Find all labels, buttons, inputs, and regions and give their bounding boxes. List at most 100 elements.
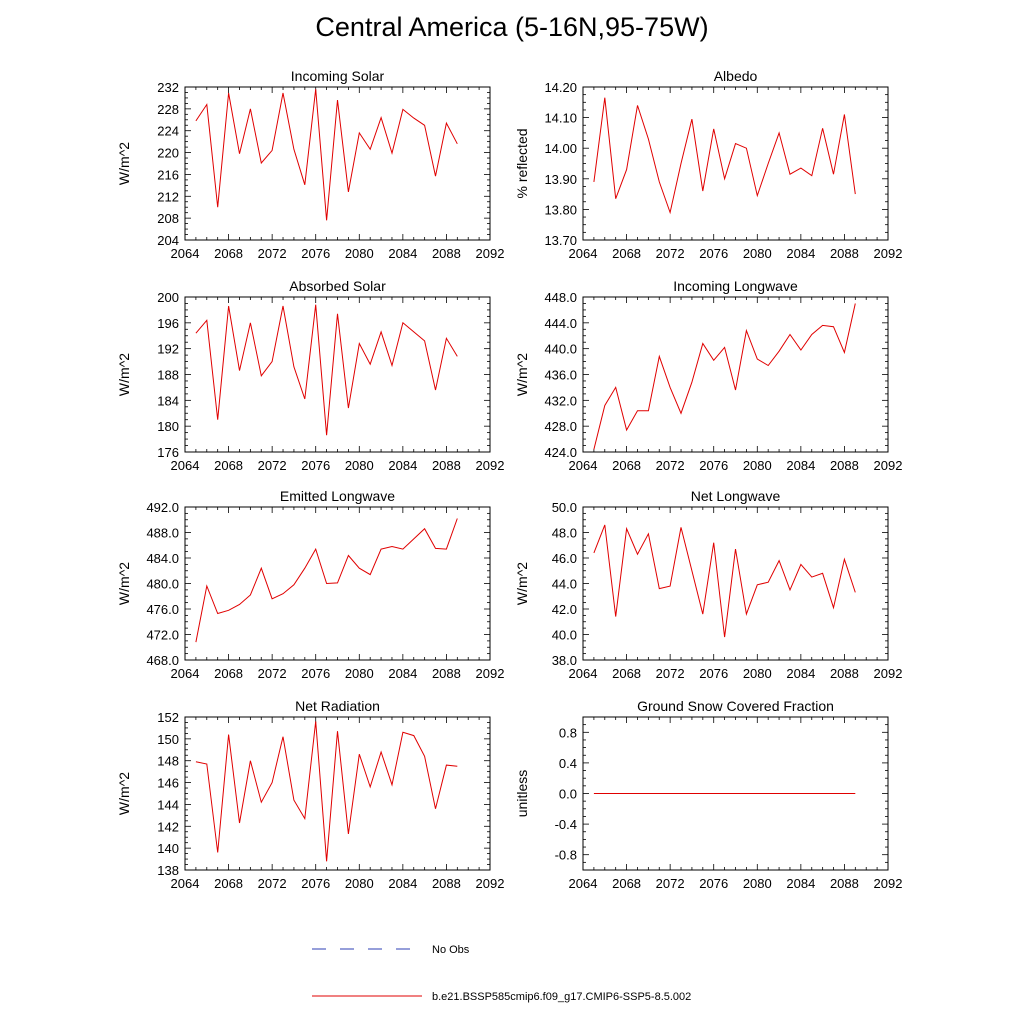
plot-frame	[582, 296, 889, 453]
y-tick-label: 0.0	[559, 787, 577, 802]
panel-title: Incoming Solar	[291, 68, 385, 84]
y-tick-label: 480.0	[146, 577, 179, 592]
x-tick-label: 2068	[612, 458, 641, 473]
x-tick-label: 2068	[612, 246, 641, 261]
chart-panel: Albedo % reflected 2064 2068 2072 2076 2080 208…	[514, 68, 902, 261]
series-line	[195, 89, 458, 221]
y-tick-label: 424.0	[544, 445, 577, 460]
x-tick-label: 2076	[699, 458, 728, 473]
legend-label-obs: No Obs	[432, 944, 470, 956]
x-tick-label: 2076	[301, 876, 330, 891]
y-tick-label: 152	[157, 710, 179, 725]
x-tick-label: 2084	[786, 666, 815, 681]
panel-title: Emitted Longwave	[280, 488, 395, 504]
y-axis-label: W/m^2	[116, 772, 132, 815]
y-axis-label: W/m^2	[514, 562, 530, 605]
x-tick-label: 2068	[214, 876, 243, 891]
x-tick-label: 2068	[214, 666, 243, 681]
y-tick-label: 204	[157, 233, 179, 248]
y-tick-label: 192	[157, 342, 179, 357]
x-tick-label: 2092	[476, 246, 505, 261]
x-tick-label: 2072	[656, 876, 685, 891]
panel-title: Albedo	[714, 68, 758, 84]
x-tick-label: 2088	[830, 666, 859, 681]
x-tick-label: 2088	[432, 876, 461, 891]
x-tick-label: 2064	[569, 876, 598, 891]
x-tick-label: 2080	[743, 458, 772, 473]
y-tick-label: 432.0	[544, 393, 577, 408]
panel-title: Net Longwave	[691, 488, 781, 504]
y-tick-label: 472.0	[146, 628, 179, 643]
legend: No Obs b.e21.BSSP585cmip6.f09_g17.CMIP6-S…	[312, 944, 691, 1003]
x-tick-label: 2068	[214, 458, 243, 473]
y-tick-label: 224	[157, 124, 179, 139]
x-tick-label: 2084	[388, 246, 417, 261]
x-tick-label: 2092	[476, 458, 505, 473]
y-tick-label: 476.0	[146, 602, 179, 617]
x-tick-label: 2084	[388, 666, 417, 681]
x-tick-label: 2064	[171, 876, 200, 891]
x-tick-label: 2084	[786, 246, 815, 261]
x-tick-label: 2092	[476, 876, 505, 891]
x-tick-label: 2064	[171, 458, 200, 473]
series-line	[195, 721, 458, 862]
x-tick-label: 2080	[345, 458, 374, 473]
y-tick-label: 0.4	[559, 756, 577, 771]
y-tick-label: 40.0	[552, 628, 577, 643]
x-tick-label: 2064	[569, 246, 598, 261]
x-tick-label: 2080	[345, 666, 374, 681]
y-tick-label: 232	[157, 80, 179, 95]
chart-panel: Ground Snow Covered Fraction unitless 2064…	[514, 698, 902, 891]
chart-panel: Incoming Solar W/m^2 2064 2068 2072 2076 2080 2…	[116, 68, 504, 261]
series-line	[593, 303, 856, 450]
x-tick-label: 2076	[301, 246, 330, 261]
y-tick-label: 42.0	[552, 602, 577, 617]
x-tick-label: 2064	[171, 246, 200, 261]
x-tick-label: 2088	[432, 458, 461, 473]
y-tick-label: 220	[157, 146, 179, 161]
x-tick-label: 2068	[612, 876, 641, 891]
series-line	[195, 304, 458, 436]
y-tick-label: 13.80	[544, 202, 577, 217]
y-tick-label: 212	[157, 189, 179, 204]
x-tick-label: 2076	[301, 458, 330, 473]
y-tick-label: 46.0	[552, 551, 577, 566]
panel-title: Net Radiation	[295, 698, 380, 714]
x-tick-label: 2088	[830, 458, 859, 473]
y-axis-label: % reflected	[514, 128, 530, 198]
y-axis-label: W/m^2	[514, 353, 530, 396]
x-tick-label: 2068	[612, 666, 641, 681]
y-tick-label: 488.0	[146, 526, 179, 541]
x-tick-label: 2092	[874, 246, 903, 261]
chart-panel: Emitted Longwave W/m^2 2064 2068 2072 2076 208…	[116, 488, 504, 681]
series-line	[593, 97, 856, 215]
series-line	[195, 518, 458, 643]
x-tick-label: 2072	[258, 666, 287, 681]
y-tick-label: 180	[157, 419, 179, 434]
panel-title: Incoming Longwave	[673, 278, 798, 294]
y-tick-label: 176	[157, 445, 179, 460]
x-tick-label: 2092	[874, 876, 903, 891]
x-tick-label: 2092	[874, 666, 903, 681]
y-tick-label: 208	[157, 211, 179, 226]
panel-title: Ground Snow Covered Fraction	[637, 698, 834, 714]
y-tick-label: 48.0	[552, 526, 577, 541]
page-title: Central America (5-16N,95-75W)	[315, 12, 709, 42]
y-tick-label: 0.8	[559, 725, 577, 740]
x-tick-label: 2076	[699, 876, 728, 891]
y-tick-label: 44.0	[552, 577, 577, 592]
y-tick-label: 444.0	[544, 316, 577, 331]
x-tick-label: 2076	[699, 666, 728, 681]
y-tick-label: 138	[157, 863, 179, 878]
y-axis-label: W/m^2	[116, 562, 132, 605]
y-tick-label: 492.0	[146, 500, 179, 515]
y-tick-label: 150	[157, 732, 179, 747]
y-tick-label: 14.00	[544, 141, 577, 156]
plot-frame	[184, 86, 491, 241]
y-tick-label: 148	[157, 754, 179, 769]
y-axis-label: W/m^2	[116, 353, 132, 396]
x-tick-label: 2092	[874, 458, 903, 473]
y-tick-label: 196	[157, 316, 179, 331]
x-tick-label: 2084	[786, 876, 815, 891]
